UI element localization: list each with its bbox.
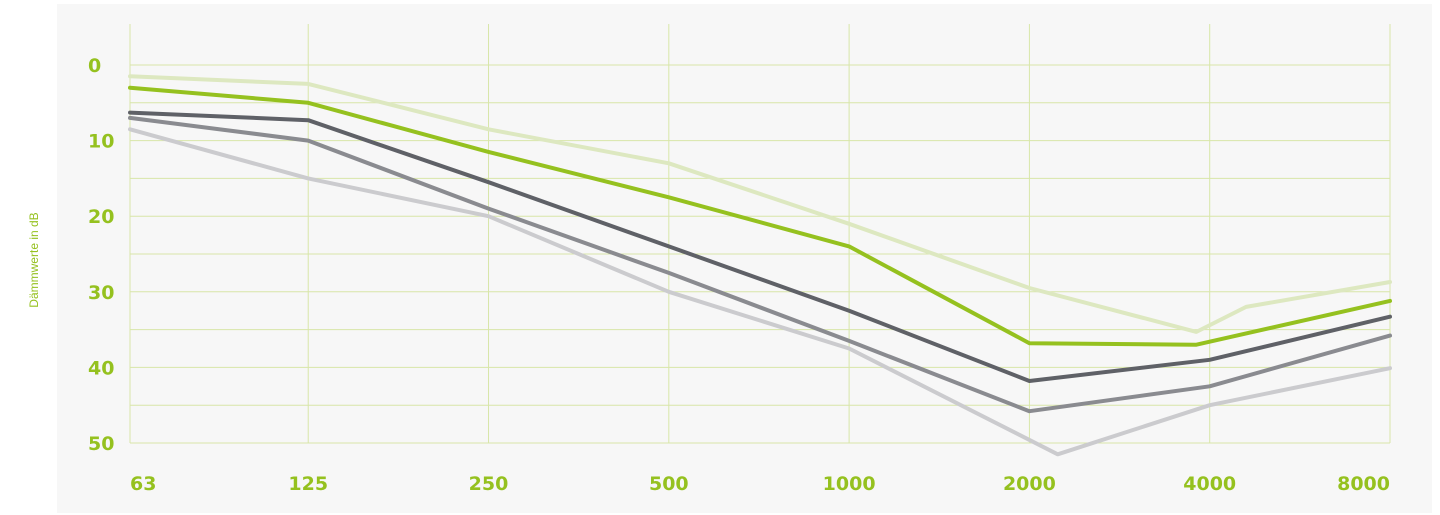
y-tick-labels: 0 10 20 30 40 50 [88,55,114,455]
series-line-4 [128,115,1392,414]
plot-background [57,4,1432,513]
series-line-1 [128,74,1392,334]
series-lines [128,74,1392,457]
y-tick-label-20: 20 [88,206,114,228]
series-line-5 [128,127,1392,457]
x-tick-label-2000: 2000 [1003,473,1056,495]
y-tick-label-30: 30 [88,282,114,304]
x-tick-label-125: 125 [288,473,328,495]
x-tick-label-500: 500 [649,473,689,495]
x-tick-label-8000: 8000 [1337,473,1390,495]
y-tick-label-40: 40 [88,357,114,379]
y-tick-label-10: 10 [88,131,114,153]
y-tick-label-0: 0 [88,55,101,77]
y-tick-label-50: 50 [88,433,114,455]
x-tick-label-4000: 4000 [1183,473,1236,495]
x-tick-label-63: 63 [130,473,156,495]
x-tick-label-250: 250 [469,473,509,495]
y-axis-label: Dämmwerte in dB [27,212,41,307]
series-line-2 [128,85,1392,347]
grid-lines [129,24,1391,444]
x-tick-label-1000: 1000 [823,473,876,495]
x-tick-labels: 63 125 250 500 1000 2000 4000 8000 [130,473,1390,495]
series-line-3 [128,110,1392,383]
